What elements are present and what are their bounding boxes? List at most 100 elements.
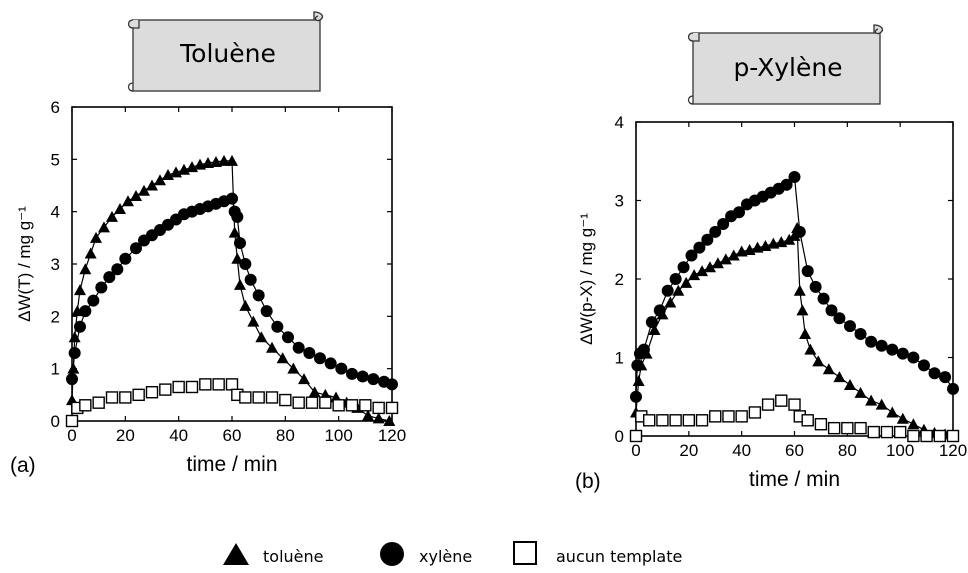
series-xylene: [630, 170, 959, 403]
data-point-triangle: [114, 203, 126, 215]
data-point-square: [65, 414, 79, 428]
data-point-circle: [119, 252, 132, 265]
legend-label-no-template: aucun template: [556, 547, 682, 566]
data-point-square: [814, 418, 828, 431]
data-point-circle: [928, 367, 941, 380]
data-point-square: [252, 391, 265, 404]
data-point-square: [119, 391, 132, 404]
data-point-square: [265, 391, 279, 404]
y-tick-label: 2: [615, 270, 624, 289]
data-point-square: [105, 391, 119, 404]
banner-toluene-label: Toluène: [179, 39, 276, 68]
legend: toluène xylène aucun template: [223, 541, 682, 566]
data-point-triangle: [247, 315, 260, 327]
data-point-triangle: [79, 263, 92, 275]
y-tick-label: 6: [51, 98, 60, 117]
x-tick-label: 0: [631, 441, 640, 460]
data-point-triangle: [276, 352, 289, 364]
y-axis-title: ΔW(p-X) / mg g⁻¹: [577, 213, 596, 345]
x-axis-title: time / min: [749, 468, 840, 491]
data-point-triangle: [799, 327, 812, 339]
x-tick-label: 40: [169, 426, 188, 445]
chart-panel-a: 0 20 40 60 80 100 120 0 1 2 3 4 5 6 time / min ΔW(T) / …: [10, 98, 406, 477]
banner-p-xylene: p-Xylène: [687, 24, 884, 105]
data-point-circle: [386, 378, 398, 391]
data-point-circle: [865, 335, 878, 348]
data-point-circle: [631, 359, 644, 372]
data-point-circle: [896, 347, 909, 360]
data-point-circle: [111, 263, 124, 276]
data-point-circle: [677, 261, 690, 274]
data-point-circle: [79, 305, 92, 318]
data-point-triangle: [672, 284, 685, 296]
x-tick-label: 20: [116, 426, 135, 445]
data-point-triangle: [793, 284, 806, 296]
data-point-square: [907, 429, 920, 443]
y-tick-label: 3: [51, 255, 60, 274]
data-point-circle: [68, 346, 81, 359]
data-point-circle: [854, 327, 867, 340]
data-point-square: [788, 398, 801, 411]
y-tick-label: 4: [51, 203, 60, 222]
data-point-square: [735, 410, 748, 423]
data-point-triangle: [783, 233, 796, 245]
data-point-triangle: [796, 304, 809, 316]
data-point-circle: [843, 320, 856, 333]
data-point-square: [933, 429, 946, 443]
legend-label-toluene: toluène: [263, 547, 323, 566]
data-point-triangle: [226, 154, 238, 166]
data-point-triangle: [648, 324, 661, 336]
data-point-circle: [271, 320, 284, 333]
data-point-triangle: [122, 195, 134, 207]
data-point-square: [305, 396, 319, 409]
data-point-circle: [234, 237, 246, 250]
data-point-triangle: [218, 154, 230, 166]
data-point-circle: [367, 373, 380, 386]
x-tick-label: 40: [732, 441, 751, 460]
data-point-circle: [733, 206, 746, 219]
data-point-circle: [939, 371, 952, 384]
x-tick-label: 120: [939, 441, 967, 460]
data-point-triangle: [146, 179, 158, 191]
data-point-circle: [252, 289, 265, 302]
data-point-triangle: [266, 341, 278, 353]
data-point-triangle: [298, 373, 310, 385]
data-point-square: [669, 414, 682, 427]
data-point-square: [292, 396, 305, 409]
data-point-circle: [817, 292, 830, 305]
data-point-triangle: [703, 261, 716, 273]
panel-letter: (b): [575, 470, 601, 493]
banner-toluene: Toluène: [127, 11, 324, 92]
data-point-square: [212, 378, 225, 391]
data-point-square: [132, 388, 145, 402]
data-point-triangle: [228, 226, 241, 238]
data-point-square: [946, 429, 960, 443]
y-tick-label: 5: [51, 150, 60, 169]
data-point-circle: [66, 373, 78, 386]
data-point-square: [332, 399, 345, 412]
data-point-circle: [346, 367, 358, 380]
data-point-circle: [324, 357, 337, 370]
x-tick-label: 0: [67, 426, 76, 445]
data-point-square: [880, 425, 894, 439]
plot-frame: [635, 121, 954, 437]
series-line: [71, 197, 393, 385]
data-point-square: [827, 421, 841, 435]
data-point-square: [385, 401, 399, 415]
data-point-square: [239, 391, 252, 404]
data-point-square: [841, 421, 854, 435]
data-point-square: [92, 396, 105, 409]
data-point-triangle: [287, 362, 300, 374]
data-point-circle: [780, 178, 793, 191]
data-point-triangle: [138, 184, 150, 196]
data-point-triangle: [822, 363, 835, 375]
data-point-circle: [801, 265, 814, 278]
data-point-triangle: [255, 331, 268, 343]
data-point-triangle: [812, 355, 825, 367]
data-point-circle: [907, 351, 920, 364]
data-point-circle: [693, 241, 706, 254]
x-tick-label: 80: [838, 441, 857, 460]
data-point-triangle: [719, 253, 732, 265]
data-point-square: [682, 414, 696, 427]
data-point-triangle: [854, 386, 867, 398]
